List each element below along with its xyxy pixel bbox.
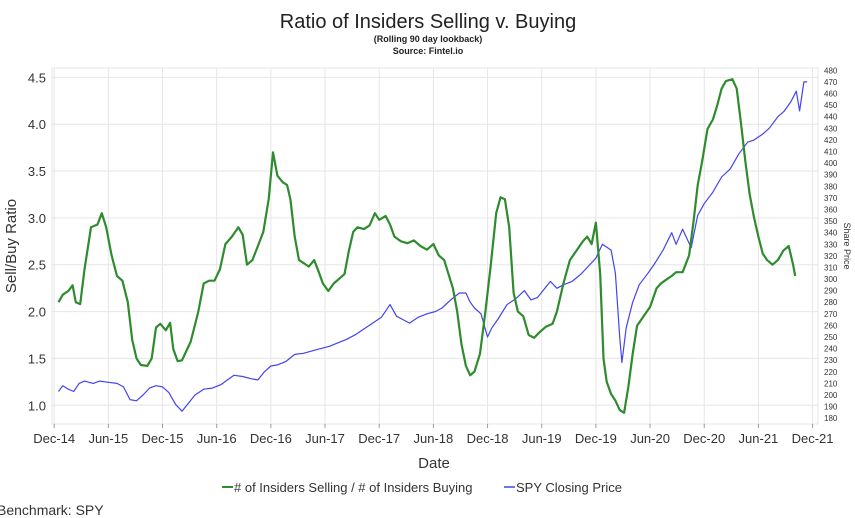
y2-tick-label: 300 <box>824 275 838 284</box>
x-tick-label: Dec-17 <box>358 431 400 446</box>
chart-title: Ratio of Insiders Selling v. Buying <box>280 11 576 33</box>
chart-subtitle-source: Source: Fintel.io <box>393 46 464 56</box>
x-tick-label: Dec-15 <box>142 431 184 446</box>
y2-tick-label: 320 <box>824 252 838 261</box>
y-tick-label: 1.5 <box>28 351 46 366</box>
legend-spy-label: SPY Closing Price <box>516 480 622 495</box>
grid <box>52 68 818 424</box>
y2-tick-label: 260 <box>824 321 838 330</box>
chart-subtitle-lookback: (Rolling 90 day lookback) <box>374 34 483 44</box>
legend-selling-label: # of Insiders Selling / # of Insiders Bu… <box>234 480 472 495</box>
benchmark-note: Benchmark: SPY <box>0 502 104 518</box>
y-tick-label: 4.5 <box>28 70 46 85</box>
plot-area <box>51 67 819 425</box>
y2-tick-label: 360 <box>824 205 838 214</box>
y2-tick-label: 340 <box>824 229 838 238</box>
y2-tick-label: 410 <box>824 147 838 156</box>
y2-tick-label: 420 <box>824 136 838 145</box>
x-tick-label: Jun-20 <box>630 431 670 446</box>
y2-tick-label: 210 <box>824 379 838 388</box>
x-tick-label: Jun-17 <box>305 431 345 446</box>
y2-tick-label: 250 <box>824 333 838 342</box>
series-line-spy-price <box>58 81 808 412</box>
y2-tick-label: 350 <box>824 217 838 226</box>
y2-tick-label: 200 <box>824 391 838 400</box>
x-tick-label: Dec-16 <box>250 431 292 446</box>
y2-tick-label: 460 <box>824 90 838 99</box>
y2-axis-label: Share Price <box>842 222 852 269</box>
x-tick-label: Dec-20 <box>683 431 725 446</box>
y-axis-label: Sell/Buy Ratio <box>3 199 20 293</box>
y-tick-label: 4.0 <box>28 117 46 132</box>
legend: # of Insiders Selling / # of Insiders Bu… <box>222 480 622 495</box>
y-tick-label: 2.5 <box>28 258 46 273</box>
chart: Ratio of Insiders Selling v. Buying (Rol… <box>3 11 852 495</box>
x-tick-label: Jun-19 <box>522 431 562 446</box>
y2-tick-label: 450 <box>824 101 838 110</box>
x-axis-label: Date <box>418 455 450 472</box>
y-tick-label: 3.5 <box>28 164 46 179</box>
y-tick-label: 2.0 <box>28 305 46 320</box>
y2-tick-label: 400 <box>824 159 838 168</box>
y2-tick-label: 190 <box>824 403 838 412</box>
y2-tick-label: 230 <box>824 356 838 365</box>
x-tick-label: Jun-18 <box>413 431 453 446</box>
y2-tick-label: 390 <box>824 171 838 180</box>
y2-tick-label: 380 <box>824 182 838 191</box>
x-tick-label: Jun-16 <box>197 431 237 446</box>
y-tick-label: 1.0 <box>28 398 46 413</box>
x-tick-label: Dec-18 <box>467 431 509 446</box>
y2-tick-label: 240 <box>824 345 838 354</box>
x-tick-label: Jun-15 <box>88 431 128 446</box>
y2-tick-label: 220 <box>824 368 838 377</box>
x-axis-ticks: Dec-14 Jun-15 Dec-15 Jun-16 Dec-16 Jun-17 Dec-… <box>33 424 834 446</box>
y2-tick-label: 480 <box>824 66 838 75</box>
y2-tick-label: 310 <box>824 263 838 272</box>
y2-tick-label: 470 <box>824 78 838 87</box>
y2-tick-label: 440 <box>824 113 838 122</box>
y2-tick-label: 290 <box>824 287 838 296</box>
x-tick-label: Jun-21 <box>739 431 779 446</box>
y2-tick-label: 370 <box>824 194 838 203</box>
y2-tick-label: 270 <box>824 310 838 319</box>
y-axis-ticks: 1.0 1.5 2.0 2.5 3.0 3.5 4.0 4.5 <box>28 70 46 413</box>
y2-tick-label: 430 <box>824 124 838 133</box>
y2-axis-ticks: 180 190 200 210 220 230 240 250 260 270 280 290 300 3… <box>824 66 838 423</box>
y2-tick-label: 280 <box>824 298 838 307</box>
x-tick-label: Dec-19 <box>575 431 617 446</box>
series-line-selling-ratio <box>57 78 797 414</box>
series-layer <box>57 78 808 414</box>
y2-tick-label: 330 <box>824 240 838 249</box>
y2-tick-label: 180 <box>824 414 838 423</box>
x-tick-label: Dec-21 <box>792 431 834 446</box>
y-tick-label: 3.0 <box>28 211 46 226</box>
x-tick-label: Dec-14 <box>33 431 75 446</box>
